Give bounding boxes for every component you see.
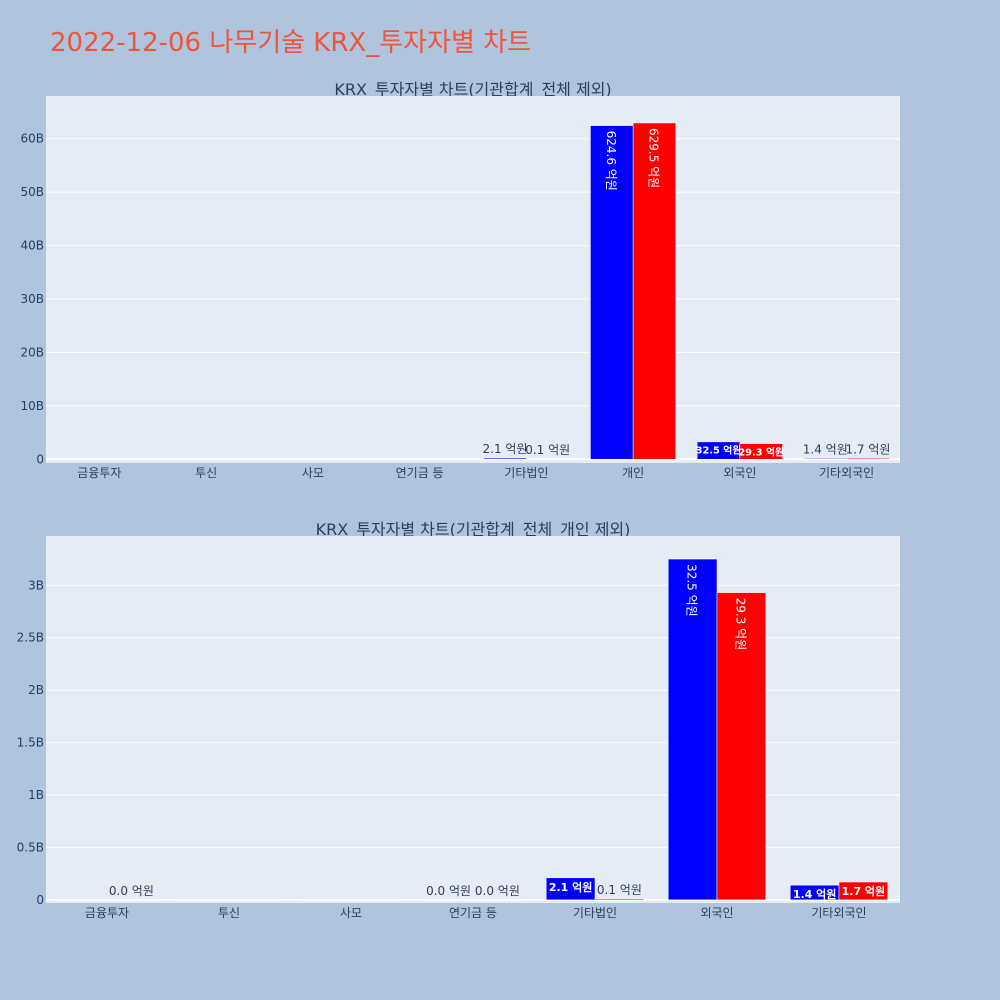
bar: [545, 877, 596, 901]
plot-area: [46, 96, 900, 463]
y-tick-label: 30B: [20, 292, 44, 306]
data-label: 0.0 억원: [109, 884, 154, 898]
bar: [106, 899, 157, 901]
x-tick-label: 기타외국인: [811, 906, 866, 920]
bar: [56, 458, 100, 460]
y-tick-label: 60B: [20, 132, 44, 146]
bar: [590, 125, 634, 460]
bar: [739, 443, 783, 460]
x-tick-label: 사모: [302, 466, 324, 480]
data-label: 1.7 억원: [842, 884, 886, 898]
x-tick-label: 기타법인: [573, 906, 617, 920]
bar: [163, 458, 207, 460]
y-tick-label: 1B: [28, 788, 44, 802]
bar: [803, 458, 847, 460]
data-label: 1.4 억원: [793, 887, 837, 901]
bar: [205, 458, 250, 460]
data-label: 29.3 억원: [738, 445, 784, 458]
y-tick-label: 3B: [28, 578, 44, 592]
data-label: 629.5 억원: [646, 128, 660, 188]
bar: [594, 898, 645, 901]
x-tick-label: 사모: [340, 906, 362, 920]
bar: [632, 122, 677, 460]
x-tick-label: 투신: [218, 906, 240, 920]
data-label: 1.4 억원: [803, 443, 848, 457]
y-tick-label: 50B: [20, 185, 44, 199]
y-tick-label: 0.5B: [17, 840, 44, 854]
data-label: 0.1 억원: [597, 883, 642, 897]
x-tick-label: 개인: [622, 466, 644, 480]
data-label: 624.6 억원: [604, 131, 618, 191]
bar: [838, 881, 889, 901]
bar: [472, 899, 523, 901]
x-tick-label: 연기금 등: [449, 906, 497, 920]
data-label: 0.0 억원: [426, 884, 471, 898]
x-tick-label: 외국인: [700, 906, 733, 920]
bar: [376, 458, 420, 460]
y-tick-label: 2.5B: [17, 631, 44, 645]
top-chart: 0 10B 20B 30B 40B 50B 60B 금융투자 투신 사모 연기금 등 기타법인 2.1 …: [20, 96, 900, 480]
bottom-chart-title: KRX_투자자별 차트(기관합계_전체_개인 제외): [316, 520, 631, 540]
y-tick-label: 1.5B: [17, 736, 44, 750]
x-tick-label: 연기금 등: [396, 466, 444, 480]
data-label: 2.1 억원: [483, 442, 528, 456]
y-tick-label: 20B: [20, 345, 44, 359]
bar: [269, 458, 314, 460]
data-label: 0.1 억원: [525, 443, 570, 457]
y-tick-label: 2B: [28, 683, 44, 697]
bar: [57, 899, 108, 901]
bar: [228, 899, 279, 901]
data-label: 29.3 억원: [733, 598, 747, 651]
top-chart-title: KRX_투자자별 차트(기관합계_전체 제외): [334, 80, 611, 100]
data-label: 32.5 억원: [685, 564, 699, 617]
bar: [312, 458, 356, 460]
page-title: 2022-12-06 나무기술 KRX_투자자별 차트: [50, 28, 532, 58]
x-tick-label: 외국인: [723, 466, 756, 480]
x-tick-label: 기타법인: [504, 466, 548, 480]
bar: [350, 899, 401, 901]
x-tick-label: 기타외국인: [819, 466, 874, 480]
y-tick-label: 0: [36, 452, 44, 466]
bar: [846, 458, 890, 460]
bar: [716, 592, 767, 901]
x-tick-label: 투신: [195, 466, 217, 480]
bar: [483, 457, 527, 460]
plot-area: [46, 536, 900, 903]
x-tick-label: 금융투자: [85, 906, 129, 920]
y-tick-label: 40B: [20, 239, 44, 253]
bar: [419, 458, 463, 460]
bar: [179, 899, 230, 901]
data-label: 1.7 억원: [845, 442, 890, 456]
bar: [99, 458, 143, 460]
x-tick-label: 금융투자: [77, 466, 121, 480]
data-label: 2.1 억원: [549, 880, 593, 894]
y-tick-label: 0: [36, 893, 44, 907]
bar: [423, 899, 474, 901]
bar: [301, 899, 352, 901]
data-label: 32.5 억원: [696, 444, 742, 457]
bar: [667, 558, 718, 901]
y-tick-label: 10B: [20, 399, 44, 413]
data-label: 0.0 억원: [475, 884, 520, 898]
bar: [526, 458, 570, 460]
